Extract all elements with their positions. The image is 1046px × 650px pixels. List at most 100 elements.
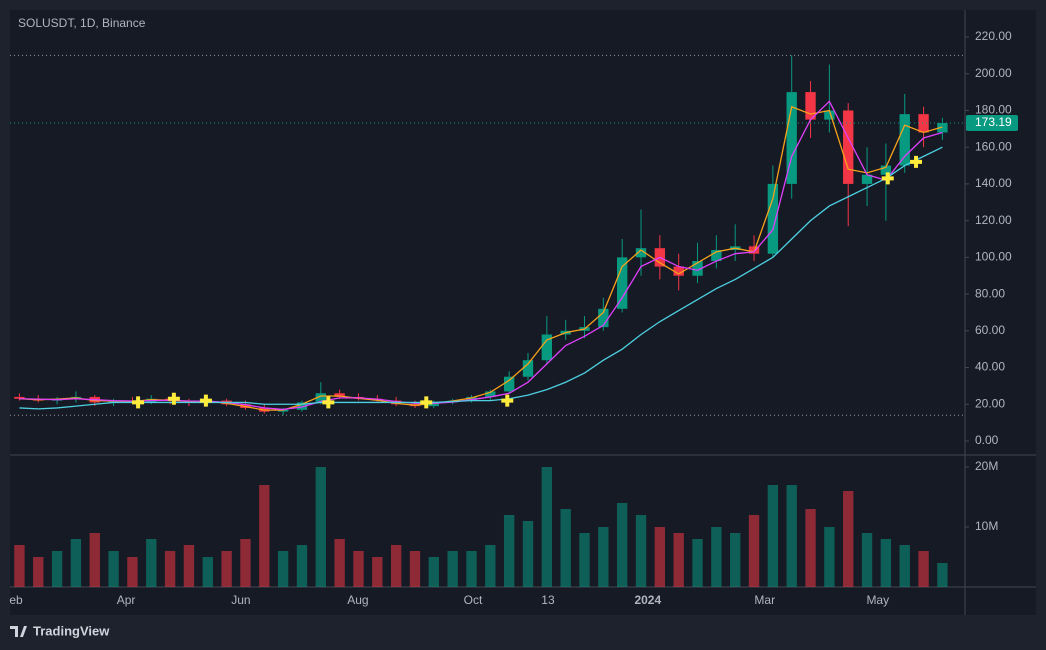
candle-body — [598, 308, 609, 328]
candle-body — [824, 110, 835, 120]
volume-bar — [51, 551, 63, 587]
candle-body — [522, 360, 534, 377]
volume-bar — [409, 551, 421, 587]
price-tick-label: 220.00 — [975, 29, 1012, 43]
price-tick-label: 60.00 — [975, 323, 1005, 337]
volume-bar — [70, 539, 82, 587]
volume-tick-label: 10M — [975, 519, 998, 533]
price-tick-label: 200.00 — [975, 66, 1012, 80]
candle-body — [635, 248, 647, 258]
price-tick-label: 40.00 — [975, 360, 1005, 374]
price-tick-label: 140.00 — [975, 176, 1012, 190]
candle-body — [805, 92, 816, 120]
time-tick-label: 2024 — [634, 593, 661, 607]
volume-bar — [805, 509, 816, 587]
volume-bar — [541, 467, 553, 587]
volume-bar — [390, 545, 402, 587]
volume-bar — [711, 527, 722, 587]
volume-bar — [164, 551, 176, 587]
signal-marker — [910, 155, 923, 168]
candle-body — [880, 165, 892, 175]
candle-body — [428, 402, 439, 407]
volume-bar — [843, 491, 854, 587]
volume-bar — [14, 545, 25, 587]
volume-bar — [918, 551, 929, 587]
volume-bar — [522, 521, 534, 587]
volume-bar — [372, 557, 383, 587]
volume-bar — [315, 467, 326, 587]
signal-marker — [132, 396, 145, 409]
volume-bar — [89, 533, 100, 587]
volume-bar — [880, 539, 892, 587]
last-price-box — [966, 114, 1018, 131]
candle-body — [843, 110, 854, 184]
volume-bar — [824, 527, 835, 587]
volume-bar — [748, 515, 760, 587]
volume-bar — [259, 485, 270, 587]
candle-body — [937, 122, 948, 133]
candle-body — [296, 402, 308, 410]
volume-bar — [730, 533, 741, 587]
signal-marker — [167, 392, 180, 405]
last-price-label: 173.19 — [975, 115, 1012, 129]
volume-bar — [466, 551, 477, 587]
time-tick-label: Aug — [347, 593, 368, 607]
candle-body — [466, 396, 477, 401]
candle-body — [673, 266, 684, 276]
volume-bar — [635, 515, 647, 587]
logo — [10, 626, 27, 637]
time-tick-label: 13 — [541, 593, 555, 607]
price-tick-label: 100.00 — [975, 250, 1012, 264]
volume-tick-label: 20M — [975, 459, 998, 473]
candle-body — [503, 376, 515, 392]
volume-bar — [560, 509, 571, 587]
candle-body — [315, 393, 326, 403]
volume-bar — [221, 551, 232, 587]
signal-marker — [881, 172, 894, 185]
signal-marker — [501, 394, 514, 407]
volume-bar — [503, 515, 515, 587]
volume-bar — [899, 545, 910, 587]
candle-body — [14, 396, 25, 399]
candle-body — [541, 334, 553, 361]
candle-body — [767, 183, 779, 254]
volume-bar — [579, 533, 590, 587]
price-tick-label: 120.00 — [975, 213, 1012, 227]
chart-panel — [10, 10, 1036, 615]
volume-bar — [786, 485, 797, 587]
volume-bar — [692, 539, 703, 587]
brand[interactable]: TradingView — [33, 623, 110, 638]
signal-marker — [420, 396, 433, 409]
candle-body — [485, 391, 496, 397]
volume-bar — [654, 527, 666, 587]
volume-bar — [673, 533, 684, 587]
volume-bar — [127, 557, 138, 587]
time-tick-label: Jun — [231, 593, 250, 607]
candle-body — [786, 92, 797, 184]
volume-bar — [937, 563, 948, 587]
volume-bar — [108, 551, 119, 587]
price-tick-label: 0.00 — [975, 433, 999, 447]
volume-bar — [485, 545, 496, 587]
signal-marker — [322, 396, 335, 409]
volume-bar — [861, 533, 873, 587]
symbol-title: SOLUSDT, 1D, Binance — [18, 16, 146, 30]
price-tick-label: 20.00 — [975, 396, 1005, 410]
time-tick-label: Apr — [117, 593, 136, 607]
volume-bar — [447, 551, 458, 587]
price-tick-label: 160.00 — [975, 139, 1012, 153]
volume-bar — [33, 557, 44, 587]
volume-bar — [598, 527, 609, 587]
volume-bar — [296, 545, 308, 587]
price-tick-label: 180.00 — [975, 103, 1012, 117]
volume-bar — [353, 551, 364, 587]
volume-bar — [767, 485, 779, 587]
candle-body — [616, 257, 628, 309]
volume-bar — [240, 539, 251, 587]
volume-bar — [202, 557, 213, 587]
candle-body — [861, 174, 873, 184]
candle-body — [692, 261, 703, 276]
volume-bar — [334, 539, 345, 587]
time-tick-label: Mar — [754, 593, 775, 607]
